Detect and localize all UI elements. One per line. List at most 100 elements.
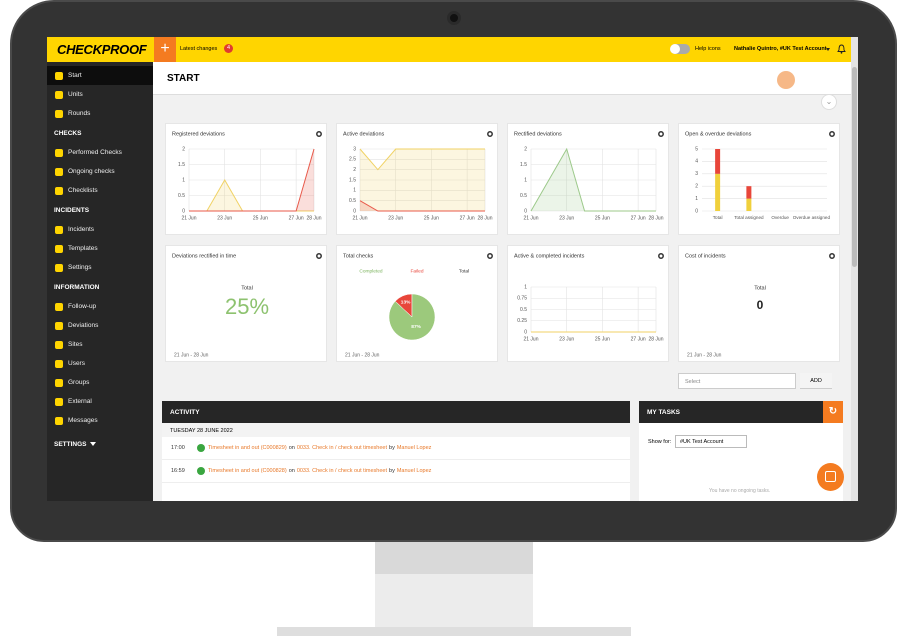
y-tick-label: 0 xyxy=(524,208,527,214)
badge: 4 xyxy=(224,44,233,53)
nav-icon xyxy=(55,359,63,368)
activity-row: 17:00 Timesheet in and out (C000829) on 003… xyxy=(162,437,630,460)
tasks-header: MY TASKS ↻ xyxy=(639,401,843,423)
y-tick-label: 4 xyxy=(695,159,698,165)
nav-item[interactable]: Start xyxy=(47,66,153,85)
y-tick-label: 2 xyxy=(524,146,527,152)
widget-select[interactable]: Select xyxy=(678,373,796,389)
widget-card: Total checks 21 Jun - 28 Jun Completed Fail… xyxy=(336,245,498,362)
widget-chart: Active deviations 0 0.5 1 1.5 2 2.5 3 21 Jun 23 J… xyxy=(343,131,493,221)
nav-item[interactable]: Groups xyxy=(47,373,153,392)
settings-gear[interactable] xyxy=(829,253,835,259)
y-tick-label: 0.5 xyxy=(178,193,185,199)
y-tick-label: 0.75 xyxy=(517,296,527,302)
settings-gear[interactable] xyxy=(658,253,664,259)
x-tick-label: 23 Jun xyxy=(559,215,574,221)
settings-gear[interactable] xyxy=(487,253,493,259)
y-tick-label: 0.5 xyxy=(349,198,356,204)
slice-label: 13% xyxy=(401,299,411,305)
nav-item[interactable]: Checklists xyxy=(47,181,153,200)
nav-item[interactable]: Users xyxy=(47,354,153,373)
activity-user[interactable]: Manuel Lopez xyxy=(396,445,432,451)
nav-item[interactable]: Incidents xyxy=(47,220,153,239)
x-tick-label: 27 Jun xyxy=(631,336,646,342)
latest-changes[interactable]: Latest changes xyxy=(180,46,218,52)
x-tick-label: 28 Jun xyxy=(648,336,663,342)
y-tick-label: 1 xyxy=(695,196,698,202)
y-tick-label: 2 xyxy=(182,146,185,152)
date-range: 21 Jun - 28 Jun xyxy=(687,352,722,358)
x-tick-label: 27 Jun xyxy=(289,215,304,221)
nav-settings[interactable]: SETTINGS xyxy=(47,434,153,454)
x-tick-label: 27 Jun xyxy=(631,215,646,221)
x-tick-label: Total xyxy=(713,215,723,220)
nav-label: Performed Checks xyxy=(68,149,122,156)
settings-gear[interactable] xyxy=(316,253,322,259)
user-menu[interactable]: Nathalie Quintro, #UK Test Account xyxy=(734,46,827,52)
nav-icon xyxy=(55,397,63,406)
widget-card: Cost of incidents 21 Jun - 28 Jun Total 0 xyxy=(678,245,840,362)
scrollbar xyxy=(851,37,858,501)
nav-item[interactable]: Messages xyxy=(47,411,153,430)
settings-gear[interactable] xyxy=(829,131,835,137)
nav-label: Checklists xyxy=(68,187,98,194)
activity-checklist[interactable]: 0033. Check in / check out timesheet xyxy=(296,445,388,451)
settings-gear[interactable] xyxy=(316,131,322,137)
x-tick-label: 28 Jun xyxy=(477,215,492,221)
nav-label: Ongoing checks xyxy=(68,168,115,175)
nav-item[interactable]: Performed Checks xyxy=(47,143,153,162)
widget-title: Active & completed incidents xyxy=(514,253,585,259)
series-area xyxy=(360,200,485,211)
nav-icon xyxy=(55,416,63,425)
widget-title: Deviations rectified in time xyxy=(172,253,236,259)
page-header: START xyxy=(153,62,851,95)
date-label: TUESDAY 28 JUNE 2022 xyxy=(170,428,233,434)
nav-item[interactable]: Sites xyxy=(47,335,153,354)
select-placeholder: Select xyxy=(685,379,701,385)
account-select[interactable]: #UK Test Account xyxy=(675,435,747,448)
nav-item[interactable]: Templates xyxy=(47,239,153,258)
nav-item[interactable]: Deviations xyxy=(47,316,153,335)
chat-button[interactable] xyxy=(817,463,844,491)
y-tick-label: 0.5 xyxy=(520,193,527,199)
settings-gear[interactable] xyxy=(658,131,664,137)
widget-title: Rectified deviations xyxy=(514,131,562,137)
nav-label: Deviations xyxy=(68,322,99,329)
widget-card: Deviations rectified in time 21 Jun - 28 … xyxy=(165,245,327,362)
nav-item[interactable]: Settings xyxy=(47,258,153,277)
nav-item[interactable]: External xyxy=(47,392,153,411)
add-button[interactable]: + xyxy=(154,37,176,62)
nav-item[interactable]: Units xyxy=(47,85,153,104)
widget-title: Cost of incidents xyxy=(685,253,726,259)
screen: CHECKPROOF + Latest changes 4 Help icons… xyxy=(47,37,858,501)
nav-item[interactable]: Ongoing checks xyxy=(47,162,153,181)
activity-title: ACTIVITY xyxy=(170,409,200,416)
settings-label: SETTINGS xyxy=(54,440,87,448)
show-for-label: Show for: xyxy=(648,439,672,445)
settings-gear[interactable] xyxy=(487,131,493,137)
y-tick-label: 0.25 xyxy=(517,318,527,324)
activity-checklist[interactable]: 0033. Check in / check out timesheet xyxy=(296,468,388,474)
nav-icon xyxy=(55,340,63,349)
x-tick-label: 23 Jun xyxy=(217,215,232,221)
bell-icon[interactable] xyxy=(837,44,846,54)
nav-item[interactable]: Follow-up xyxy=(47,297,153,316)
add-widget-button[interactable]: ADD xyxy=(800,373,832,389)
account-name: #UK Test Account xyxy=(680,439,724,445)
nav-item[interactable]: Rounds xyxy=(47,104,153,123)
activity-item[interactable]: Timesheet in and out (C000829) xyxy=(208,445,287,451)
date-range: 21 Jun - 28 Jun xyxy=(345,352,380,358)
activity-item[interactable]: Timesheet in and out (C000828) xyxy=(208,468,287,474)
widget-card: Registered deviations 0 0.5 1 1.5 2 21 Jun 23 J… xyxy=(165,123,327,235)
nav-section-title: CHECKS xyxy=(54,129,82,137)
y-tick-label: 1.5 xyxy=(520,162,527,168)
toggle[interactable] xyxy=(670,44,690,54)
help-icons: Help icons xyxy=(695,46,721,52)
refresh-button[interactable]: ↻ xyxy=(823,401,843,423)
collapse-button[interactable]: ⌄ xyxy=(821,94,837,110)
logo[interactable]: CHECKPROOF xyxy=(57,42,147,57)
activity-user[interactable]: Manuel Lopez xyxy=(396,468,432,474)
x-tick-label: 21 Jun xyxy=(181,215,196,221)
nav-icon xyxy=(55,378,63,387)
widget-title: Total checks xyxy=(343,253,374,259)
